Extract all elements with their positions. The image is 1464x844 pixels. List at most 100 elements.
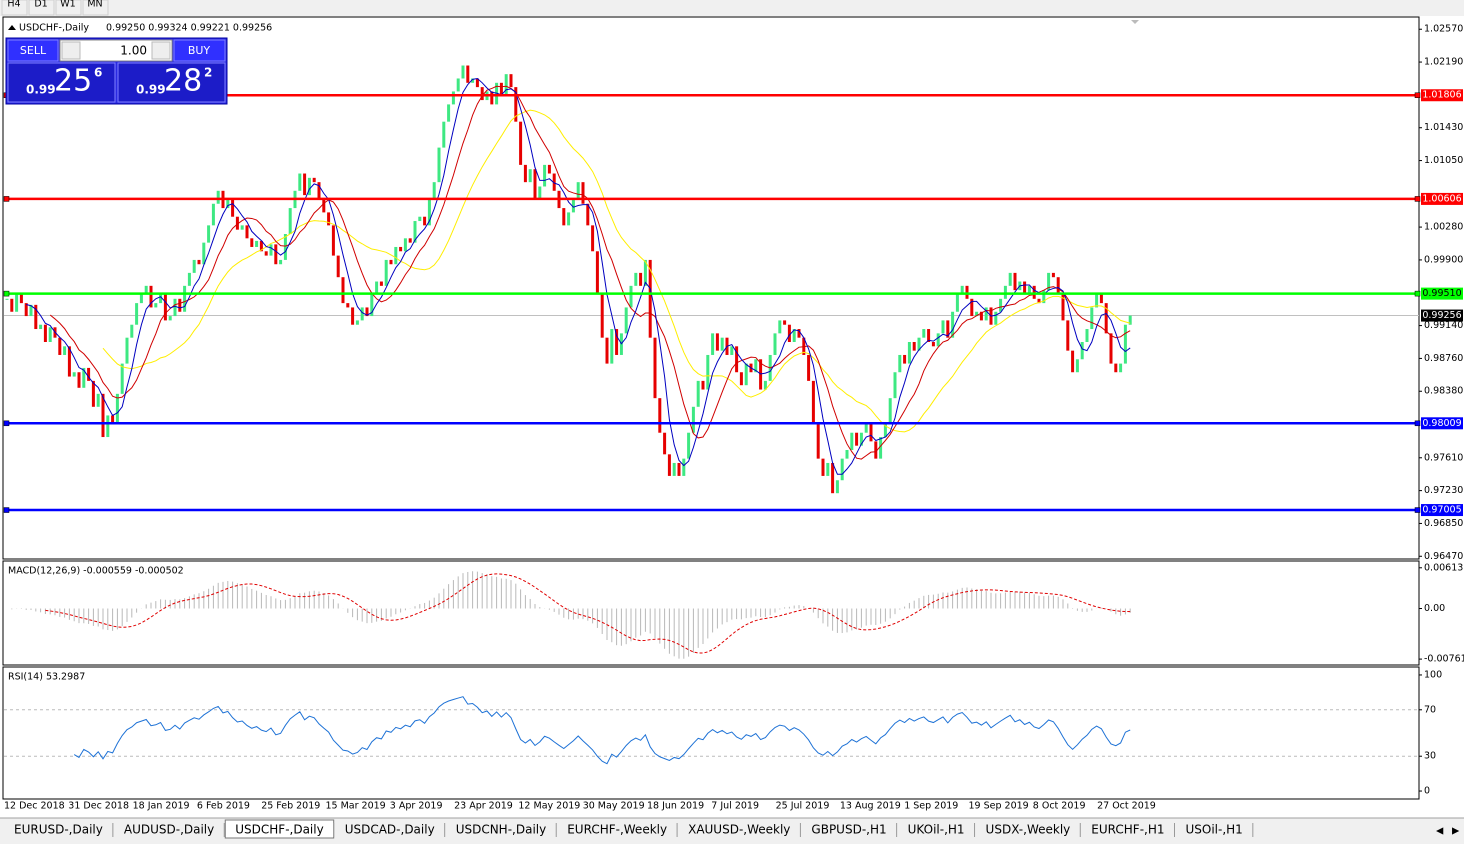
timeframe-label[interactable]: W1: [60, 0, 75, 10]
tab-label[interactable]: USDCAD-,Daily: [345, 823, 435, 837]
y-tick-label: 0.98760: [1424, 353, 1463, 364]
candle: [72, 372, 76, 377]
price-big[interactable]: 0.99: [136, 83, 166, 97]
candle: [994, 311, 998, 325]
timeframe-button[interactable]: [1, 0, 28, 16]
tab-label[interactable]: EURCHF-,Weekly: [567, 823, 667, 837]
candle: [216, 190, 220, 204]
timeframe-label[interactable]: MN: [87, 0, 102, 10]
candle: [658, 398, 662, 433]
level-label: 1.01806: [1422, 90, 1461, 101]
tab-label[interactable]: USDX-,Weekly: [986, 823, 1071, 837]
candle: [250, 238, 254, 247]
level-handle: [1414, 507, 1421, 513]
candle: [67, 346, 71, 377]
price-main[interactable]: 25: [54, 64, 92, 99]
tab-label[interactable]: XAUUSD-,Weekly: [688, 823, 790, 837]
tab-label[interactable]: EURCHF-,H1: [1091, 823, 1164, 837]
date-label: 27 Oct 2019: [1097, 801, 1156, 812]
price-pip[interactable]: 2: [204, 66, 212, 80]
price-pip[interactable]: 6: [94, 66, 102, 80]
tab-label[interactable]: USOil-,H1: [1186, 823, 1243, 837]
tab[interactable]: [897, 822, 975, 838]
tab[interactable]: [334, 822, 445, 838]
level-handle: [1414, 420, 1421, 427]
tab[interactable]: [4, 822, 113, 838]
candle: [509, 74, 513, 88]
price-main[interactable]: 28: [164, 64, 202, 99]
lots-box[interactable]: [59, 39, 173, 62]
candle: [893, 372, 897, 399]
price-box[interactable]: [7, 62, 116, 103]
candle: [696, 380, 700, 407]
candle: [730, 346, 734, 355]
candle: [931, 342, 935, 347]
level-label-bg: [1421, 417, 1463, 430]
candle: [1042, 290, 1046, 304]
candle: [970, 298, 974, 317]
candle: [691, 406, 695, 433]
candle: [907, 342, 911, 364]
tab[interactable]: [445, 822, 557, 838]
tab[interactable]: [678, 822, 801, 838]
timeframe-button[interactable]: [82, 0, 109, 16]
tab[interactable]: [557, 822, 678, 838]
price-box[interactable]: [117, 62, 226, 103]
tab[interactable]: [975, 822, 1081, 838]
tab[interactable]: [1081, 822, 1175, 838]
tab[interactable]: [1175, 822, 1253, 838]
tab-label[interactable]: EURUSD-,Daily: [14, 823, 103, 837]
candle: [77, 372, 81, 388]
candle: [130, 324, 134, 338]
tab[interactable]: [801, 822, 897, 838]
lots-up[interactable]: [151, 41, 171, 60]
date-label: 7 Jul 2019: [711, 801, 759, 812]
buy-button[interactable]: [173, 39, 226, 62]
candle: [139, 294, 143, 304]
candle: [144, 285, 148, 295]
candle: [835, 480, 839, 494]
candle: [360, 307, 364, 321]
tab[interactable]: [113, 822, 225, 838]
quote: 0.99250 0.99324 0.99221 0.99256: [106, 23, 272, 34]
candle: [629, 285, 633, 308]
candle: [960, 285, 964, 295]
timeframe-label[interactable]: D1: [34, 0, 47, 10]
tab-label[interactable]: UKOil-,H1: [908, 823, 965, 837]
candle: [975, 311, 979, 317]
candle: [1114, 363, 1118, 373]
candle: [39, 324, 43, 330]
timeframe-button[interactable]: [55, 0, 82, 16]
candle: [519, 121, 523, 165]
candle: [451, 91, 455, 105]
price-big[interactable]: 0.99: [26, 83, 56, 97]
tab-label[interactable]: USDCNH-,Daily: [456, 823, 547, 837]
candle: [317, 182, 321, 200]
candle: [1071, 350, 1075, 373]
tab-label[interactable]: AUDUSD-,Daily: [124, 823, 214, 837]
tab-label[interactable]: USDCHF-,Daily: [235, 823, 323, 837]
candle: [327, 212, 331, 226]
candle: [43, 324, 47, 342]
candle: [912, 342, 916, 351]
candle: [283, 234, 287, 260]
lots-value[interactable]: 1.00: [120, 44, 147, 58]
candle: [528, 169, 532, 183]
rsi-line: [73, 696, 1131, 765]
buy-label[interactable]: BUY: [188, 44, 211, 57]
sell-label[interactable]: SELL: [20, 44, 47, 57]
tab-scroll-right[interactable]: ▶: [1452, 826, 1460, 837]
sell-button[interactable]: [7, 39, 59, 62]
tab-label[interactable]: GBPUSD-,H1: [811, 823, 886, 837]
candle: [571, 199, 575, 213]
timeframe-button[interactable]: [28, 0, 55, 16]
candle: [355, 320, 359, 325]
y-tick-label: 30: [1424, 751, 1436, 762]
candle: [610, 329, 614, 364]
candle: [322, 199, 326, 213]
timeframe-label[interactable]: H4: [7, 0, 20, 10]
lots-down[interactable]: [61, 41, 81, 60]
candle: [135, 303, 139, 325]
candle: [115, 393, 119, 425]
tab-scroll-left[interactable]: ◀: [1436, 826, 1444, 837]
